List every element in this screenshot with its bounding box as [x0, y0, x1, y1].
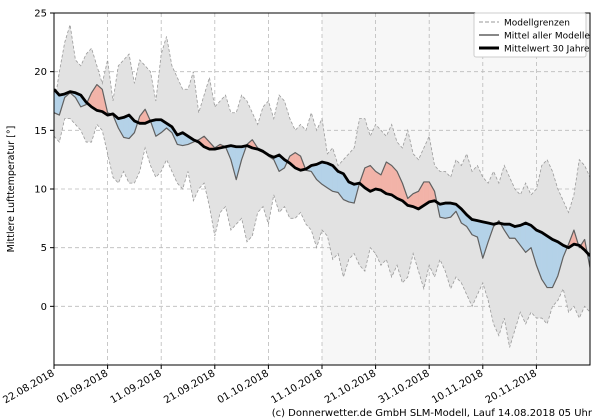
- anomaly-warm-fill: [386, 161, 392, 196]
- x-tick-label: 31.10.2018: [377, 368, 432, 406]
- anomaly-cold-fill: [445, 202, 451, 219]
- legend-frame: [473, 12, 587, 58]
- x-tick-label: 01.10.2018: [216, 368, 271, 406]
- anomaly-cold-fill: [327, 162, 333, 192]
- model-range-band: [54, 24, 590, 348]
- y-tick-label: 15: [34, 126, 47, 137]
- legend-label-mittel-aller-modelle: Mittel aller Modelle: [504, 32, 590, 42]
- y-tick-label: 5: [41, 243, 47, 254]
- model-range-lower: [54, 118, 590, 348]
- legend: Modellgrenzen Mittel aller Modelle Mitte…: [473, 12, 590, 58]
- plot-area: [54, 24, 590, 348]
- legend-label-mittelwert-30-jahre: Mittelwert 30 Jahre: [504, 45, 590, 55]
- y-tick-label: 20: [34, 67, 47, 78]
- y-tick-label: 25: [34, 9, 47, 20]
- x-tick-label: 22.08.2018: [1, 368, 56, 406]
- y-tick-label: 0: [41, 302, 47, 313]
- x-tick-label: 21.10.2018: [323, 368, 378, 406]
- x-tick-label: 20.11.2018: [484, 368, 539, 406]
- legend-label-modellgrenzen: Modellgrenzen: [504, 19, 570, 29]
- anomaly-cold-fill: [541, 232, 548, 289]
- y-axis-title: Mittlere Lufttemperatur [°]: [6, 126, 17, 253]
- anomaly-cold-fill: [546, 235, 553, 288]
- model-range-upper: [54, 24, 590, 214]
- x-tick-label: 11.09.2018: [109, 368, 164, 406]
- y-tick-label: 10: [34, 185, 47, 196]
- x-tick-label: 10.11.2018: [430, 368, 485, 406]
- credit-text: (c) Donnerwetter.de GmbH SLM-Modell, Lau…: [271, 408, 592, 419]
- anomaly-cold-fill: [321, 161, 328, 189]
- x-tick-label: 11.10.2018: [269, 368, 324, 406]
- x-tick-label: 01.09.2018: [55, 368, 110, 406]
- x-tick-label: 21.09.2018: [162, 368, 217, 406]
- climatology-30y-line: [54, 88, 590, 257]
